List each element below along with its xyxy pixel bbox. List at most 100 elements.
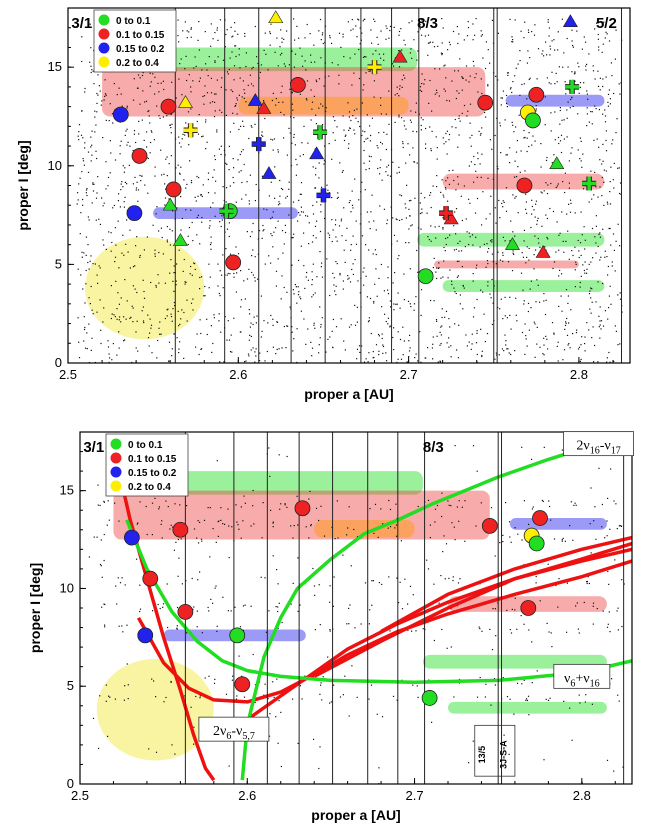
legend: 0 to 0.1 0.1 to 0.15 0.15 to 0.2 0.2 to 0.4 bbox=[105, 433, 189, 497]
family-band-2 bbox=[102, 67, 486, 117]
x-tick-label-4: 2.8 bbox=[570, 367, 588, 382]
family-band-8 bbox=[448, 701, 607, 714]
annotation-1: 2ν16-ν17 bbox=[576, 439, 620, 457]
yellow-family-ellipse bbox=[85, 236, 205, 340]
family-center-circle-6 bbox=[225, 254, 242, 271]
family-triangle-3 bbox=[177, 95, 194, 108]
family-cross-9 bbox=[582, 176, 597, 191]
family-band-4 bbox=[509, 518, 607, 530]
x-tick-label-2: 2.6 bbox=[238, 788, 256, 803]
family-center-circle-2 bbox=[137, 627, 154, 644]
legend-marker-4 bbox=[110, 480, 122, 492]
family-band-9 bbox=[442, 280, 605, 292]
family-triangle-11 bbox=[549, 156, 565, 170]
y-tick-label-2: 5 bbox=[67, 678, 74, 693]
legend-marker-2 bbox=[98, 28, 110, 40]
family-center-circle-14 bbox=[528, 535, 545, 552]
annotation-13-5-box bbox=[474, 724, 516, 777]
family-cross-2 bbox=[183, 123, 198, 138]
x-tick-label-3: 2.7 bbox=[406, 788, 424, 803]
family-triangle-4 bbox=[247, 93, 263, 106]
x-tick-label-4: 2.8 bbox=[573, 788, 591, 803]
y-tick-label-4: 15 bbox=[48, 59, 62, 74]
family-cross-5 bbox=[316, 188, 331, 203]
family-center-circle-6 bbox=[234, 676, 251, 693]
family-triangle-5 bbox=[256, 100, 272, 114]
x-tick-label-3: 2.7 bbox=[400, 367, 418, 382]
x-axis-label: proper a [AU] bbox=[304, 386, 393, 402]
secular-resonance-curve-6 bbox=[125, 519, 632, 685]
family-cross-8 bbox=[565, 79, 580, 94]
legend-marker-1 bbox=[98, 14, 110, 26]
family-band-7 bbox=[417, 232, 605, 247]
family-center-circle-1 bbox=[123, 529, 140, 546]
legend-label-4: 0.2 to 0.4 bbox=[128, 482, 171, 493]
family-triangle-12 bbox=[504, 237, 521, 250]
family-cross-3 bbox=[251, 137, 266, 152]
annotation-2: ν6+ν16 bbox=[564, 671, 600, 689]
resonance-label-2: 8/3 bbox=[417, 15, 438, 32]
family-triangle-10 bbox=[172, 233, 188, 246]
annotation-3-box bbox=[198, 716, 270, 742]
legend-label-2: 0.1 to 0.15 bbox=[116, 30, 165, 41]
asteroid-cloud bbox=[76, 18, 623, 363]
annotation-3: 2ν6-ν5,7 bbox=[213, 724, 255, 742]
chart-panel-1: 2.5 2.6 2.7 2.8 0 5 10 15 proper a [AU] proper I … bbox=[15, 7, 631, 402]
family-center-circle-14 bbox=[525, 112, 541, 129]
family-triangle-2 bbox=[562, 14, 578, 28]
family-center-circle-3 bbox=[142, 570, 159, 587]
plot-area bbox=[76, 18, 623, 363]
family-triangle-8 bbox=[261, 166, 277, 179]
y-axis-label: proper I [deg] bbox=[15, 140, 31, 230]
secular-resonance-curve-5 bbox=[380, 535, 632, 634]
y-tick-label-3: 10 bbox=[60, 580, 74, 595]
family-triangle-9 bbox=[162, 197, 178, 211]
family-cross-4 bbox=[313, 125, 328, 140]
family-center-circle-4 bbox=[160, 98, 177, 115]
family-center-circle-4 bbox=[172, 521, 189, 538]
family-center-circle-11 bbox=[520, 600, 537, 616]
y-tick-label-2: 5 bbox=[55, 256, 62, 271]
y-tick-label-4: 15 bbox=[60, 483, 74, 498]
annotation-5: 3J-S-A bbox=[499, 740, 509, 769]
annotation-2-box bbox=[553, 663, 611, 689]
family-band-8 bbox=[434, 260, 579, 269]
secular-resonance-curve-4 bbox=[313, 541, 632, 678]
legend-label-4: 0.2 to 0.4 bbox=[116, 58, 159, 69]
family-center-circle-10 bbox=[481, 517, 498, 534]
family-center-circle-2 bbox=[126, 205, 143, 222]
y-tick-label-3: 10 bbox=[48, 158, 62, 173]
family-center-circle-12 bbox=[528, 86, 545, 103]
family-center-circle-3 bbox=[131, 148, 148, 164]
legend-marker-3 bbox=[110, 466, 122, 478]
x-axis-label: proper a [AU] bbox=[311, 807, 400, 823]
legend-marker-4 bbox=[98, 56, 110, 68]
family-center-circle-5 bbox=[177, 604, 194, 620]
family-band-1 bbox=[110, 47, 418, 72]
family-center-circle-9 bbox=[417, 268, 434, 285]
family-triangle-6 bbox=[392, 49, 408, 63]
family-center-circle-8 bbox=[290, 77, 306, 93]
family-center-circle-11 bbox=[516, 177, 533, 194]
family-center-circle-9 bbox=[421, 690, 438, 706]
y-axis-label: proper I [deg] bbox=[27, 563, 43, 653]
resonance-label-1: 3/1 bbox=[71, 15, 92, 32]
family-triangle-7 bbox=[309, 146, 325, 160]
family-cross-6 bbox=[219, 204, 234, 219]
legend-label-1: 0 to 0.1 bbox=[116, 16, 151, 27]
family-band-4 bbox=[505, 94, 605, 107]
family-center-circle-5 bbox=[165, 181, 182, 198]
resonance-label-3: 5/2 bbox=[596, 15, 617, 32]
legend-label-3: 0.15 to 0.2 bbox=[128, 468, 177, 479]
family-band-1 bbox=[121, 471, 423, 495]
annotation-4: 13/5 bbox=[477, 746, 487, 764]
annotation-1-box bbox=[563, 431, 634, 457]
resonance-label-1: 3/1 bbox=[83, 439, 104, 456]
family-cross-7 bbox=[439, 206, 454, 221]
legend-marker-3 bbox=[98, 42, 110, 54]
x-tick-label-1: 2.5 bbox=[59, 367, 77, 382]
family-center-circle-12 bbox=[532, 510, 548, 526]
legend-label-3: 0.15 to 0.2 bbox=[116, 44, 165, 55]
family-triangle-1 bbox=[268, 10, 284, 24]
family-center-circle-10 bbox=[477, 94, 494, 111]
